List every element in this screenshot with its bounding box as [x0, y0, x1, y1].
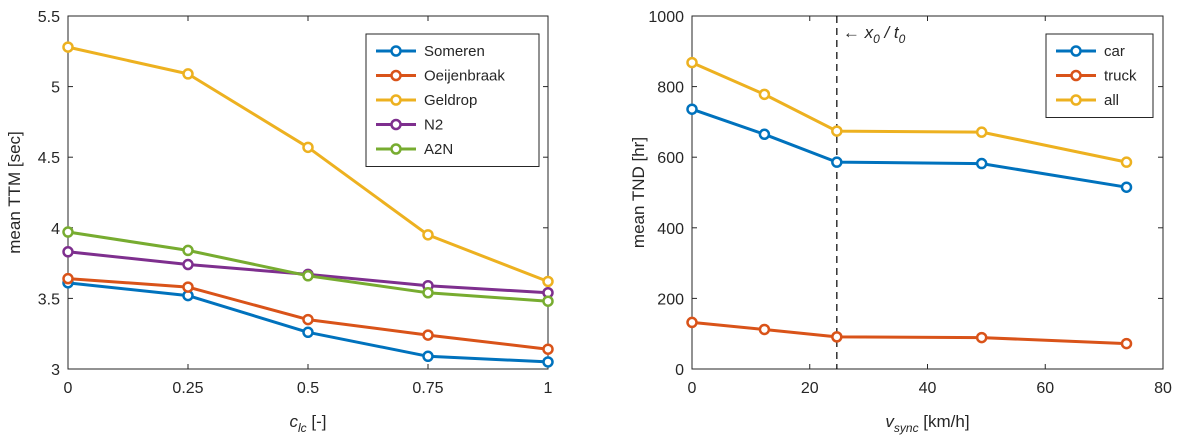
y-tick-label: 400: [657, 221, 684, 238]
data-point-a2n: [542, 295, 554, 307]
legend-label-all: all: [1104, 92, 1119, 109]
x-axis-label-symbol: c: [289, 412, 298, 431]
threshold-annotation: ← x0 / t0: [843, 23, 906, 46]
legend-marker-car: [1070, 45, 1082, 57]
x-tick-label: 0: [688, 380, 697, 397]
x-tick-label: 0: [64, 380, 73, 397]
x-axis-label-unit: [-]: [307, 412, 327, 431]
series-line-truck: [691, 320, 1127, 346]
annotation-t-subscript: 0: [899, 32, 906, 46]
data-point-a2n: [62, 226, 74, 238]
annotation-arrow: ←: [843, 23, 865, 42]
data-point-n2: [182, 258, 194, 271]
data-point-geldrop: [62, 41, 74, 53]
data-point-truck: [975, 331, 988, 344]
legend-label-oeijenbraak: Oeijenbraak: [424, 68, 505, 85]
x-tick-label: 40: [919, 380, 937, 397]
data-point-all: [686, 56, 698, 69]
data-point-oeijenbraak: [422, 329, 434, 341]
y-axis-label: mean TTM [sec]: [5, 131, 24, 254]
data-point-car: [831, 156, 843, 168]
data-point-n2: [62, 246, 74, 258]
legend-label-n2: N2: [424, 117, 443, 134]
legend-label-truck: truck: [1104, 68, 1137, 85]
annotation-x: x: [864, 23, 874, 42]
data-point-someren: [302, 326, 314, 339]
data-point-oeijenbraak: [182, 281, 194, 293]
y-axis-label: mean TND [hr]: [629, 137, 648, 248]
x-tick-label: 20: [801, 380, 819, 397]
legend-marker-a2n: [390, 143, 402, 155]
data-point-a2n: [302, 270, 314, 282]
legend-marker-oeijenbraak: [390, 69, 402, 82]
legend-label-a2n: A2N: [424, 141, 453, 158]
data-point-a2n: [422, 287, 434, 299]
legend-box: [1045, 33, 1154, 118]
data-point-all: [758, 88, 771, 101]
data-point-geldrop: [302, 141, 314, 154]
data-point-geldrop: [542, 275, 554, 288]
data-point-car: [758, 128, 771, 141]
legend-marker-all: [1070, 94, 1082, 106]
annotation-x-subscript: 0: [873, 32, 880, 46]
legend-label-geldrop: Geldrop: [424, 92, 477, 109]
y-tick-label: 5.5: [38, 9, 60, 26]
y-tick-label: 3.5: [38, 291, 60, 308]
x-tick-label: 0.5: [297, 380, 319, 397]
data-point-oeijenbraak: [542, 343, 554, 355]
data-point-truck: [686, 316, 698, 329]
data-point-a2n: [182, 244, 194, 257]
data-point-truck: [758, 323, 771, 336]
data-point-geldrop: [422, 229, 434, 241]
data-point-all: [1120, 156, 1133, 168]
x-axis-label-symbol: v: [885, 412, 895, 431]
y-tick-label: 800: [657, 80, 684, 97]
y-tick-label: 3: [51, 362, 60, 379]
data-point-car: [975, 157, 988, 170]
x-tick-label: 0.25: [172, 380, 203, 397]
data-point-all: [975, 126, 988, 138]
legend-marker-geldrop: [390, 94, 402, 106]
x-axis-label-subscript: sync: [894, 421, 919, 435]
left-chart-panel: 0 0.25 0.5 0.75 1 3 3.5 4 4.5 5 5.5 mean TTM [sec] c…: [5, 9, 554, 435]
x-axis-label: clc [-]: [289, 412, 326, 435]
data-point-oeijenbraak: [62, 272, 74, 285]
x-tick-label: 1: [544, 380, 553, 397]
data-point-truck: [831, 331, 843, 343]
legend-marker-someren: [390, 45, 402, 57]
data-point-car: [686, 103, 698, 115]
legend-label-someren: Someren: [424, 43, 485, 60]
y-tick-label: 1000: [648, 9, 684, 26]
legend-marker-truck: [1070, 69, 1082, 82]
x-axis-label-subscript: lc: [298, 421, 307, 435]
annotation-t: t: [894, 23, 900, 42]
x-axis-label: vsync [km/h]: [885, 412, 969, 435]
y-tick-label: 200: [657, 291, 684, 308]
data-point-someren: [422, 350, 434, 363]
y-tick-label: 600: [657, 150, 684, 167]
data-point-truck: [1120, 337, 1133, 350]
legend-marker-n2: [390, 118, 402, 131]
x-tick-label: 0.75: [412, 380, 443, 397]
data-point-geldrop: [182, 68, 194, 80]
data-point-all: [831, 125, 843, 137]
x-tick-label: 60: [1036, 380, 1054, 397]
y-tick-label: 5: [51, 80, 60, 97]
x-axis-label-unit: [km/h]: [919, 412, 970, 431]
legend-label-car: car: [1104, 43, 1125, 60]
data-point-car: [1120, 181, 1133, 193]
x-tick-label: 80: [1154, 380, 1172, 397]
data-point-oeijenbraak: [302, 313, 314, 326]
y-tick-label: 4.5: [38, 150, 60, 167]
y-tick-label: 0: [675, 362, 684, 379]
y-tick-label: 4: [51, 221, 60, 238]
annotation-separator: /: [880, 23, 894, 42]
data-point-someren: [542, 356, 554, 368]
